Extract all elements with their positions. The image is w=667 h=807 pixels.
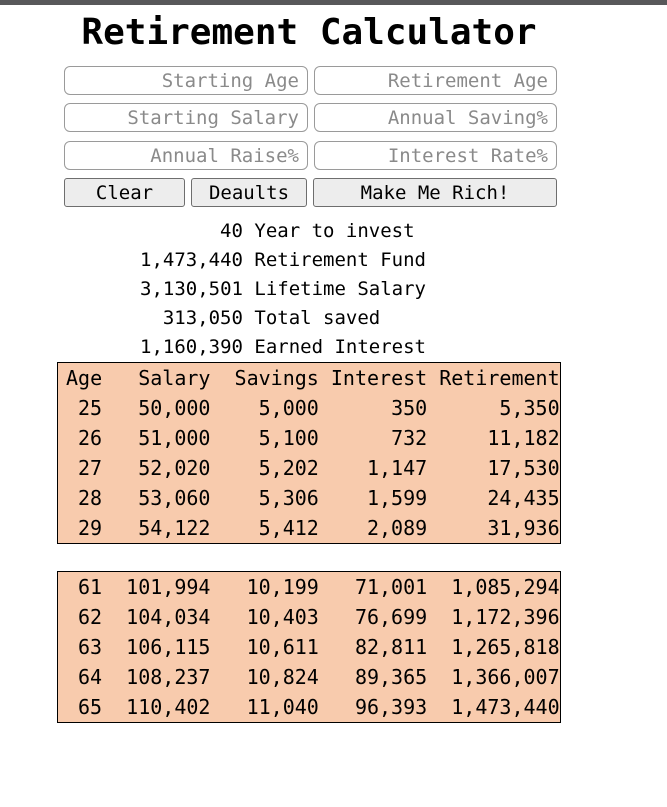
annual-saving-percent-input[interactable] xyxy=(314,103,557,132)
table-cell: 350 xyxy=(391,396,428,420)
table-cell: 17,530 xyxy=(487,456,560,480)
result-line-total-saved: 313,050 Total saved xyxy=(140,304,426,333)
table-cell: Interest xyxy=(330,366,428,390)
result-line-retirement-fund: 1,473,440 Retirement Fund xyxy=(140,246,426,275)
result-value: 3,130,501 xyxy=(140,278,243,300)
table-row: 62 104,034 10,403 76,699 1,172,396 xyxy=(66,602,560,632)
table-row: 28 53,060 5,306 1,599 24,435 xyxy=(66,483,560,513)
table-cell: 71,001 xyxy=(354,575,428,599)
projection-table-late: 61 101,994 10,199 71,001 1,085,294 62 104,034 1… xyxy=(57,571,561,723)
table-cell: 1,085,294 xyxy=(451,575,560,599)
table-row: 26 51,000 5,100 732 11,182 xyxy=(66,423,560,453)
result-value: 1,473,440 xyxy=(140,249,243,271)
table-cell: 28 xyxy=(78,486,103,510)
table-row: 27 52,020 5,202 1,147 17,530 xyxy=(66,453,560,483)
result-value: 40 xyxy=(220,220,243,242)
table-cell: 108,237 xyxy=(126,665,211,689)
result-line-lifetime-salary: 3,130,501 Lifetime Salary xyxy=(140,275,426,304)
table-cell: 1,599 xyxy=(366,486,428,510)
table-cell: Age xyxy=(66,366,103,390)
table-cell: 5,412 xyxy=(258,516,319,540)
table-cell: 54,122 xyxy=(138,516,211,540)
table-row: 65 110,402 11,040 96,393 1,473,440 xyxy=(66,692,560,722)
table-cell: 1,366,007 xyxy=(451,665,560,689)
table-cell: 53,060 xyxy=(138,486,211,510)
table-cell: 25 xyxy=(78,396,103,420)
table-cell: 51,000 xyxy=(138,426,211,450)
starting-salary-input[interactable] xyxy=(64,103,308,132)
table-cell: 5,306 xyxy=(258,486,319,510)
table-cell: 65 xyxy=(78,695,103,719)
table-cell: 1,265,818 xyxy=(451,635,560,659)
retirement-age-input[interactable] xyxy=(314,66,557,95)
table-cell: 26 xyxy=(78,426,103,450)
table-cell: 1,172,396 xyxy=(451,605,560,629)
table-header-row: Age Salary Savings Interest Retirement xyxy=(66,363,560,393)
table-cell: 82,811 xyxy=(354,635,428,659)
table-cell: 50,000 xyxy=(138,396,211,420)
table-cell: 27 xyxy=(78,456,103,480)
table-cell: 106,115 xyxy=(126,635,211,659)
table-cell: 5,350 xyxy=(499,396,560,420)
make-me-rich-button[interactable]: Make Me Rich! xyxy=(313,178,557,207)
table-row: Age Salary Savings Interest Retirement xyxy=(66,363,560,393)
table-cell: 62 xyxy=(78,605,103,629)
table-cell: 52,020 xyxy=(138,456,211,480)
result-line-years: 40 Year to invest xyxy=(140,217,426,246)
table-cell: 5,000 xyxy=(258,396,319,420)
table-body-early: 25 50,000 5,000 350 5,350 26 51,000 5,100 732 11,… xyxy=(66,393,560,543)
result-value: 313,050 xyxy=(162,307,243,329)
table-cell: 24,435 xyxy=(487,486,560,510)
table-cell: 2,089 xyxy=(366,516,428,540)
result-label: Earned Interest xyxy=(254,336,426,358)
table-cell: Retirement xyxy=(439,366,560,390)
table-cell: 10,611 xyxy=(246,635,319,659)
projection-table-early: Age Salary Savings Interest Retirement 25 50,… xyxy=(57,362,561,544)
clear-button[interactable]: Clear xyxy=(64,178,185,207)
window-top-bar xyxy=(0,0,667,5)
result-value: 1,160,390 xyxy=(140,336,243,358)
table-cell: 96,393 xyxy=(354,695,428,719)
table-cell: 732 xyxy=(391,426,428,450)
app-title: Retirement Calculator xyxy=(81,12,537,53)
table-cell: 110,402 xyxy=(126,695,211,719)
annual-raise-percent-input[interactable] xyxy=(64,141,308,170)
table-cell: 10,824 xyxy=(246,665,319,689)
starting-age-input[interactable] xyxy=(64,66,308,95)
table-cell: 10,403 xyxy=(246,605,319,629)
table-cell: Savings xyxy=(234,366,319,390)
table-cell: 89,365 xyxy=(354,665,428,689)
result-label: Retirement Fund xyxy=(254,249,426,271)
defaults-button[interactable]: Deaults xyxy=(191,178,307,207)
table-cell: 104,034 xyxy=(126,605,211,629)
table-cell: 63 xyxy=(78,635,103,659)
table-cell: 10,199 xyxy=(246,575,319,599)
table-row: 29 54,122 5,412 2,089 31,936 xyxy=(66,513,560,543)
table-row: 63 106,115 10,611 82,811 1,265,818 xyxy=(66,632,560,662)
table-cell: Salary xyxy=(138,366,211,390)
table-cell: 5,100 xyxy=(258,426,319,450)
results-summary: 40 Year to invest 1,473,440 Retirement Fun… xyxy=(140,217,426,362)
interest-rate-percent-input[interactable] xyxy=(314,141,557,170)
table-cell: 1,147 xyxy=(366,456,428,480)
table-cell: 101,994 xyxy=(126,575,211,599)
table-cell: 29 xyxy=(78,516,103,540)
table-row: 25 50,000 5,000 350 5,350 xyxy=(66,393,560,423)
result-label: Total saved xyxy=(254,307,381,329)
table-body-late: 61 101,994 10,199 71,001 1,085,294 62 104,034 1… xyxy=(66,572,560,722)
table-row: 64 108,237 10,824 89,365 1,366,007 xyxy=(66,662,560,692)
table-cell: 76,699 xyxy=(354,605,428,629)
table-cell: 11,182 xyxy=(487,426,560,450)
result-label: Year to invest xyxy=(254,220,415,242)
table-cell: 64 xyxy=(78,665,103,689)
table-cell: 5,202 xyxy=(258,456,319,480)
result-label: Lifetime Salary xyxy=(254,278,426,300)
table-cell: 11,040 xyxy=(246,695,319,719)
table-cell: 61 xyxy=(78,575,103,599)
table-cell: 1,473,440 xyxy=(451,695,560,719)
result-line-earned-interest: 1,160,390 Earned Interest xyxy=(140,333,426,362)
table-row: 61 101,994 10,199 71,001 1,085,294 xyxy=(66,572,560,602)
table-cell: 31,936 xyxy=(487,516,560,540)
